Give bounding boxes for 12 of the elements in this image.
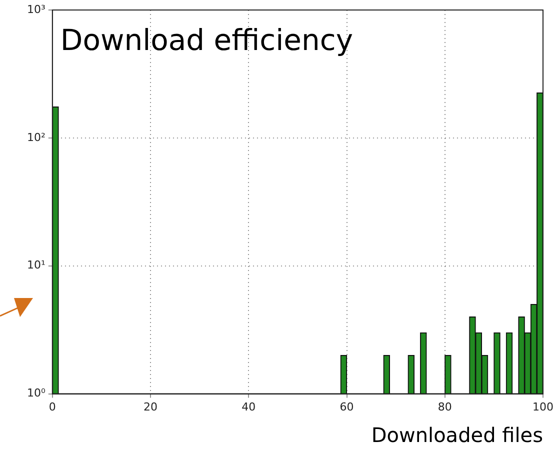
y-tick-label: 10⁰: [26, 386, 46, 400]
x-tick-label: 0: [48, 400, 56, 414]
x-tick-label: 100: [532, 400, 554, 414]
y-tick-label: 10²: [26, 130, 46, 144]
text: Download efficiency: [60, 23, 353, 57]
x-tick-label: 20: [144, 400, 158, 414]
y-tick-label: 10¹: [26, 258, 46, 272]
x-tick-label: 40: [242, 400, 256, 414]
x-axis-title: Downloaded files: [371, 423, 543, 448]
x-tick-label: 60: [340, 400, 354, 414]
x-tick-label: 80: [438, 400, 452, 414]
y-tick-label: 10³: [26, 2, 46, 16]
